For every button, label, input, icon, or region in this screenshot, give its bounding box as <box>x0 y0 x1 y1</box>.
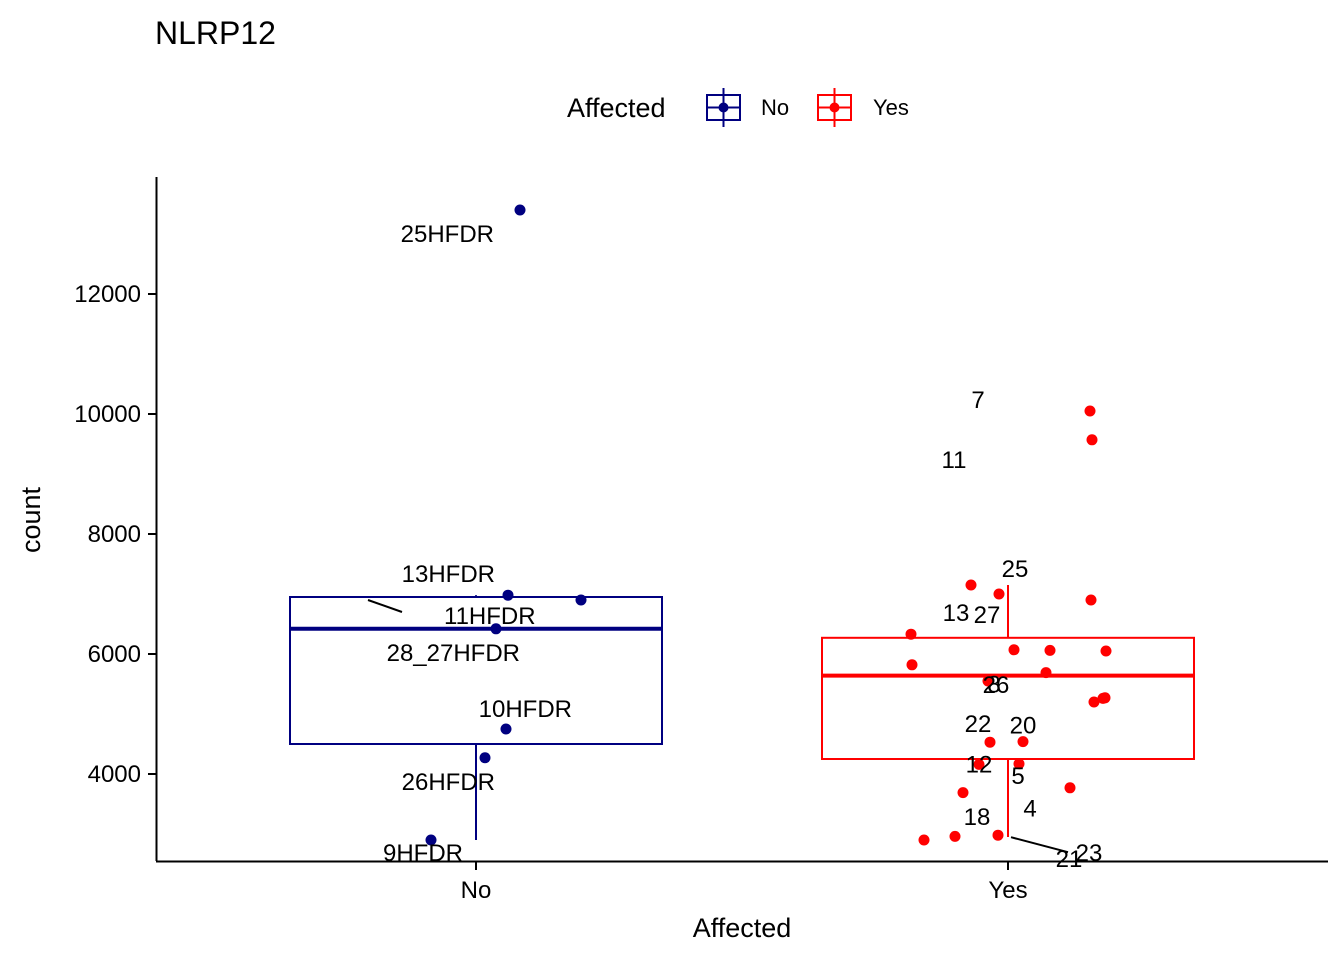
data-point <box>1097 692 1109 704</box>
data-label: 21 <box>1056 846 1083 873</box>
data-label: 11 <box>942 447 967 474</box>
data-point <box>949 830 961 842</box>
data-label: 26 <box>983 672 1010 699</box>
data-point <box>514 204 526 216</box>
label-leader-line <box>367 599 403 613</box>
data-label: 26HFDR <box>402 769 495 796</box>
data-point <box>479 752 491 764</box>
plot-area: 25HFDR 13HFDR 11HFDR 28_27HFDR 10HFDR 26HFDR 9… <box>289 204 1195 873</box>
data-point <box>1086 434 1098 446</box>
legend-key-no-point <box>718 102 729 113</box>
y-tick-label: 4000 <box>88 761 141 788</box>
data-label: 9HFDR <box>383 840 463 867</box>
data-point <box>1084 405 1096 417</box>
data-label: 25HFDR <box>401 221 494 248</box>
data-label: 28_27HFDR <box>387 640 520 667</box>
data-point <box>1040 667 1052 679</box>
x-tick-label: Yes <box>988 877 1027 904</box>
data-point <box>965 579 977 591</box>
data-label: 20 <box>1010 713 1037 740</box>
data-point <box>1088 696 1100 708</box>
data-point <box>992 829 1004 841</box>
data-point <box>1044 644 1056 656</box>
data-point <box>918 834 930 846</box>
data-point <box>957 787 969 799</box>
legend-title: Affected <box>567 93 666 123</box>
x-axis-ticks: No Yes <box>461 862 1028 904</box>
data-point <box>490 623 502 635</box>
legend: Affected No Yes <box>567 88 909 127</box>
data-point <box>1017 736 1029 748</box>
y-tick-label: 12000 <box>74 281 141 308</box>
data-point <box>1013 758 1025 770</box>
data-point <box>982 675 994 687</box>
legend-key-no <box>706 88 741 127</box>
data-label: 18 <box>964 804 991 831</box>
data-point <box>500 723 512 735</box>
legend-key-yes-point <box>829 102 840 113</box>
data-point <box>973 758 985 770</box>
box <box>289 596 663 745</box>
data-point <box>575 594 587 606</box>
data-point <box>502 589 514 601</box>
data-label: 12 <box>966 751 993 778</box>
data-point <box>905 628 917 640</box>
data-label: 10HFDR <box>479 696 572 723</box>
data-point <box>1085 594 1097 606</box>
series-no: 25HFDR 13HFDR 11HFDR 28_27HFDR 10HFDR 26HFDR 9… <box>289 204 663 867</box>
y-axis-title: count <box>16 486 46 553</box>
data-label: 11HFDR <box>444 603 536 630</box>
data-label: 13HFDR <box>402 561 495 588</box>
y-tick-label: 6000 <box>88 641 141 668</box>
legend-label-yes: Yes <box>873 95 909 120</box>
data-label: 13 <box>943 600 970 627</box>
data-point <box>984 736 996 748</box>
x-tick-label: No <box>461 877 492 904</box>
data-label: 7 <box>971 387 984 414</box>
data-label: 25 <box>1002 556 1029 583</box>
data-point <box>1064 782 1076 794</box>
data-label: 5 <box>1011 763 1024 790</box>
box <box>821 636 1195 760</box>
legend-label-no: No <box>761 95 789 120</box>
data-point <box>1100 645 1112 657</box>
data-point <box>993 588 1005 600</box>
data-label: 4 <box>1023 796 1036 823</box>
y-tick-label: 10000 <box>74 401 141 428</box>
data-label: 23 <box>1076 840 1103 867</box>
data-point <box>906 659 918 671</box>
y-tick-label: 8000 <box>88 521 141 548</box>
chart-title: NLRP12 <box>155 15 276 51</box>
data-point <box>425 834 437 846</box>
x-axis-title: Affected <box>693 913 792 943</box>
data-point <box>1008 644 1020 656</box>
data-label: 27 <box>974 602 1001 629</box>
label-leader-line <box>1010 836 1069 854</box>
data-label: 22 <box>965 711 992 738</box>
y-axis-ticks: 4000 6000 8000 10000 12000 <box>74 281 156 788</box>
legend-key-yes <box>817 88 852 127</box>
